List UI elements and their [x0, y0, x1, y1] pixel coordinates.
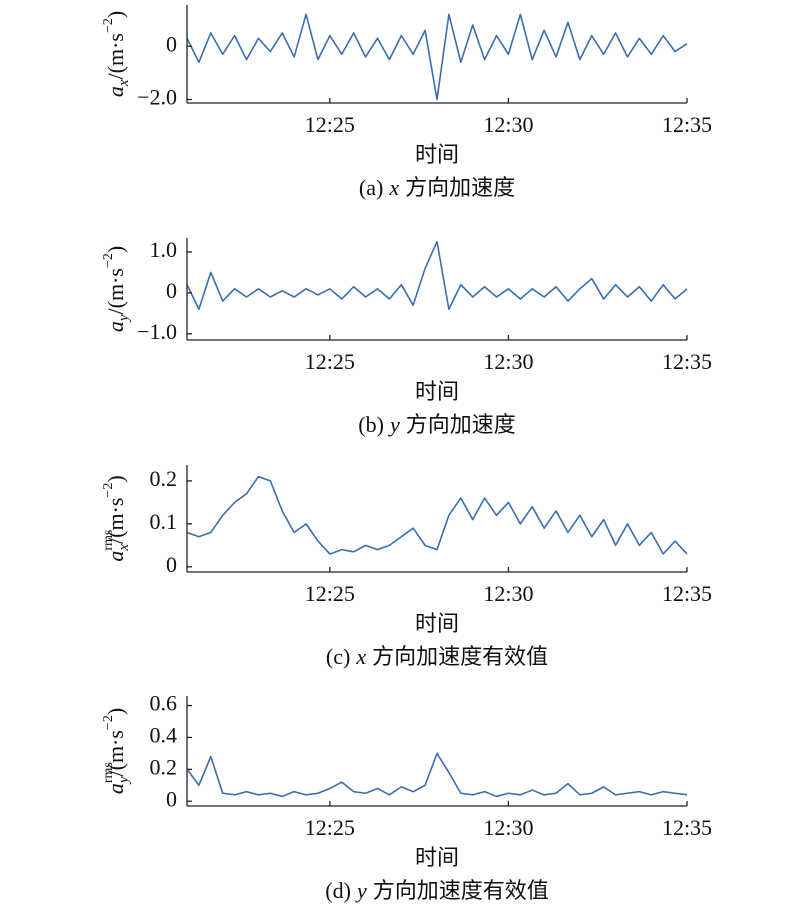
y-tick-label: 0 [166, 552, 177, 577]
y-label-base: a [103, 551, 128, 562]
y-label-exp: −2 [101, 253, 116, 268]
caption-label: (d) [325, 878, 351, 903]
y-tick-label: −2.0 [137, 85, 177, 110]
x-tick-label: 12:30 [483, 112, 533, 137]
y-axis-label: ax/(m·s−2) [101, 11, 132, 97]
x-tick-label: 12:35 [662, 815, 712, 840]
y-tick-label: −1.0 [137, 319, 177, 344]
y-label-base: a [103, 321, 128, 332]
x-tick-label: 12:25 [305, 581, 355, 606]
x-tick-label: 12:30 [483, 815, 533, 840]
x-axis-label: 时间 [415, 845, 459, 870]
caption: (c) x 方向加速度有效值 [326, 644, 548, 669]
x-tick-label: 12:35 [662, 349, 712, 374]
y-axis-label: armsx/(m·s−2) [101, 475, 132, 561]
caption-text: 方向加速度 [405, 175, 515, 200]
caption-var: x [355, 644, 366, 669]
y-label-sub: y [116, 314, 132, 323]
y-label-sub: x [116, 544, 132, 552]
y-tick-label: 0.4 [150, 722, 178, 747]
caption-text: 方向加速度有效值 [373, 878, 549, 903]
x-axis-label: 时间 [415, 142, 459, 167]
x-tick-label: 12:35 [662, 581, 712, 606]
caption-var: y [355, 878, 367, 903]
caption: (b) y 方向加速度 [358, 412, 515, 437]
caption-label: (b) [358, 412, 384, 437]
y-label-base: a [103, 86, 128, 97]
caption-var: x [388, 175, 399, 200]
x-tick-label: 12:25 [305, 815, 355, 840]
caption: (d) y 方向加速度有效值 [325, 878, 548, 903]
y-tick-label: 0.2 [150, 466, 178, 491]
data-line [186, 475, 688, 555]
x-tick-label: 12:35 [662, 112, 712, 137]
y-label-sup: rms [101, 530, 116, 551]
x-tick-label: 12:25 [305, 112, 355, 137]
y-label-unit: /(m·s [103, 730, 128, 776]
y-label-exp: −2 [101, 483, 116, 498]
y-tick-label: 0 [166, 31, 177, 56]
y-tick-label: 0 [166, 278, 177, 303]
y-tick-label: 0.2 [150, 754, 178, 779]
y-axis-label: armsy/(m·s−2) [101, 708, 132, 794]
y-label-end: ) [103, 708, 128, 715]
y-label-end: ) [103, 11, 128, 18]
x-axis-label: 时间 [415, 611, 459, 636]
y-tick-label: 0.1 [150, 509, 178, 534]
data-line [186, 13, 688, 101]
y-label-exp: −2 [101, 715, 116, 730]
data-line [186, 240, 688, 311]
caption-text: 方向加速度 [406, 412, 516, 437]
caption-text: 方向加速度有效值 [372, 644, 548, 669]
y-label-sub: y [116, 776, 132, 785]
y-tick-label: 0 [166, 786, 177, 811]
y-label-end: ) [103, 246, 128, 253]
y-label-unit: /(m·s [103, 498, 128, 544]
y-label-sub: x [116, 79, 132, 87]
y-label-sup: rms [101, 762, 116, 783]
x-tick-label: 12:30 [483, 581, 533, 606]
x-axis-label: 时间 [415, 379, 459, 404]
x-tick-label: 12:30 [483, 349, 533, 374]
y-tick-label: 1.0 [150, 237, 178, 262]
y-label-end: ) [103, 475, 128, 482]
y-axis-label: ay/(m·s−2) [101, 246, 132, 332]
y-label-unit: /(m·s [103, 33, 128, 79]
y-tick-label: 0.6 [150, 691, 178, 716]
caption-label: (a) [359, 175, 383, 200]
y-label-unit: /(m·s [103, 268, 128, 314]
y-label-exp: −2 [101, 18, 116, 33]
caption-var: y [388, 412, 400, 437]
data-line [186, 752, 688, 798]
caption-label: (c) [326, 644, 350, 669]
x-tick-label: 12:25 [305, 349, 355, 374]
y-label-base: a [103, 783, 128, 794]
caption: (a) x 方向加速度 [359, 175, 515, 200]
